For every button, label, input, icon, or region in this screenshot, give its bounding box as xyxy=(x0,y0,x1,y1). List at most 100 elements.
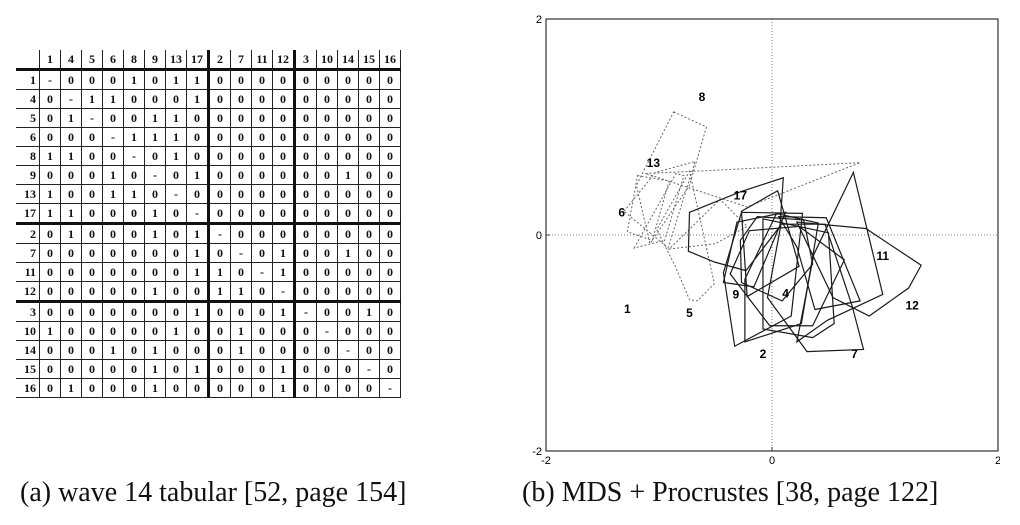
solid-polygon xyxy=(762,218,835,339)
table-cell: 0 xyxy=(272,108,296,128)
table-cell: 0 xyxy=(358,165,380,185)
table-cell: 0 xyxy=(230,378,252,398)
table-cell: 0 xyxy=(358,89,380,109)
table-cell: 1 xyxy=(102,340,124,360)
table-cell: 0 xyxy=(337,262,359,282)
table-cell: 0 xyxy=(379,301,401,322)
table-row: 14 0 0 0 1 0 1 0 0 0 1 0 0 0 0-0 0 xyxy=(16,340,401,360)
table-cell: 0 xyxy=(358,127,380,147)
table-row: 17 1 1 0 0 0 1 0-0 0 0 0 0 0 0 0 0 xyxy=(16,203,401,225)
point-label: 4 xyxy=(782,287,789,301)
solid-polygon xyxy=(795,170,884,344)
point-label: 2 xyxy=(760,347,767,361)
table-cell: 0 xyxy=(230,203,252,225)
table-cell: 1 xyxy=(144,108,166,128)
table-cell: 0 xyxy=(102,243,124,263)
table-cell: 0 xyxy=(337,223,359,244)
table-cell: 1 xyxy=(272,262,296,282)
table-cell: 1 xyxy=(186,359,210,379)
table-cell: 0 xyxy=(294,203,317,225)
table-cell: 0 xyxy=(272,127,296,147)
dotted-polygon xyxy=(633,172,685,249)
table-cell: 0 xyxy=(165,223,187,244)
table-cell: - xyxy=(379,378,401,398)
table-cell: 0 xyxy=(39,127,61,147)
row-header: 12 xyxy=(16,281,40,303)
table-cell: 0 xyxy=(379,108,401,128)
table-cell: 1 xyxy=(144,281,166,303)
table-cell: 0 xyxy=(379,243,401,263)
table-cell: 0 xyxy=(294,108,317,128)
table-cell: - xyxy=(230,243,252,263)
table-cell: 0 xyxy=(39,108,61,128)
table-cell: 0 xyxy=(39,89,61,109)
table-cell: 0 xyxy=(165,89,187,109)
table-cell: 0 xyxy=(123,89,145,109)
table-cell: 0 xyxy=(60,262,82,282)
table-cell: - xyxy=(81,108,103,128)
table-cell: 0 xyxy=(81,301,103,322)
table-cell: 0 xyxy=(251,165,273,185)
table-cell: 0 xyxy=(123,165,145,185)
table-cell: 1 xyxy=(272,301,296,322)
table-cell: 0 xyxy=(123,378,145,398)
table-cell: 0 xyxy=(316,359,338,379)
table-cell: 0 xyxy=(144,243,166,263)
table-cell: 0 xyxy=(165,359,187,379)
table-cell: 0 xyxy=(337,127,359,147)
column-header: 12 xyxy=(272,50,296,71)
table-cell: 0 xyxy=(337,69,359,90)
table-cell: - xyxy=(60,89,82,109)
table-cell: 0 xyxy=(81,359,103,379)
table-cell: 0 xyxy=(81,184,103,204)
table-cell: 0 xyxy=(186,146,210,166)
table-cell: 0 xyxy=(165,281,187,303)
table-cell: 0 xyxy=(316,165,338,185)
table-cell: 0 xyxy=(208,203,231,225)
table-cell: 0 xyxy=(251,321,273,341)
table-cell: 0 xyxy=(379,359,401,379)
table-corner xyxy=(16,50,40,71)
table-cell: 0 xyxy=(358,184,380,204)
table-cell: 0 xyxy=(208,89,231,109)
table-cell: 0 xyxy=(81,223,103,244)
table-cell: 1 xyxy=(123,184,145,204)
table-cell: 0 xyxy=(102,321,124,341)
table-cell: 0 xyxy=(251,223,273,244)
table-cell: 0 xyxy=(165,378,187,398)
solid-polygon xyxy=(744,212,820,343)
table-cell: 1 xyxy=(144,340,166,360)
table-cell: 0 xyxy=(337,281,359,303)
table-cell: 0 xyxy=(379,146,401,166)
table-cell: 0 xyxy=(358,281,380,303)
table-cell: 0 xyxy=(60,340,82,360)
table-cell: 0 xyxy=(379,223,401,244)
table-cell: 0 xyxy=(81,127,103,147)
table-cell: 0 xyxy=(186,340,210,360)
table-cell: 1 xyxy=(102,89,124,109)
table-cell: 0 xyxy=(123,223,145,244)
table-row: 11 0 0 0 0 0 0 0 1 1 0-1 0 0 0 0 0 xyxy=(16,262,401,282)
table-cell: 0 xyxy=(230,108,252,128)
table-cell: 0 xyxy=(272,89,296,109)
table-cell: 0 xyxy=(230,89,252,109)
table-cell: 0 xyxy=(208,243,231,263)
solid-polygons xyxy=(687,170,922,353)
table-cell: 0 xyxy=(316,203,338,225)
table-cell: 1 xyxy=(272,378,296,398)
point-label: 5 xyxy=(686,306,693,320)
table-cell: 0 xyxy=(39,378,61,398)
table-cell: 0 xyxy=(316,340,338,360)
dotted-polygon xyxy=(667,198,748,250)
table-cell: 1 xyxy=(144,203,166,225)
table-cell: 0 xyxy=(60,127,82,147)
table-cell: 0 xyxy=(81,243,103,263)
table-cell: 0 xyxy=(272,321,296,341)
table-cell: 0 xyxy=(81,281,103,303)
table-cell: 1 xyxy=(272,243,296,263)
y-tick-label: 2 xyxy=(536,14,542,26)
table-cell: - xyxy=(165,184,187,204)
